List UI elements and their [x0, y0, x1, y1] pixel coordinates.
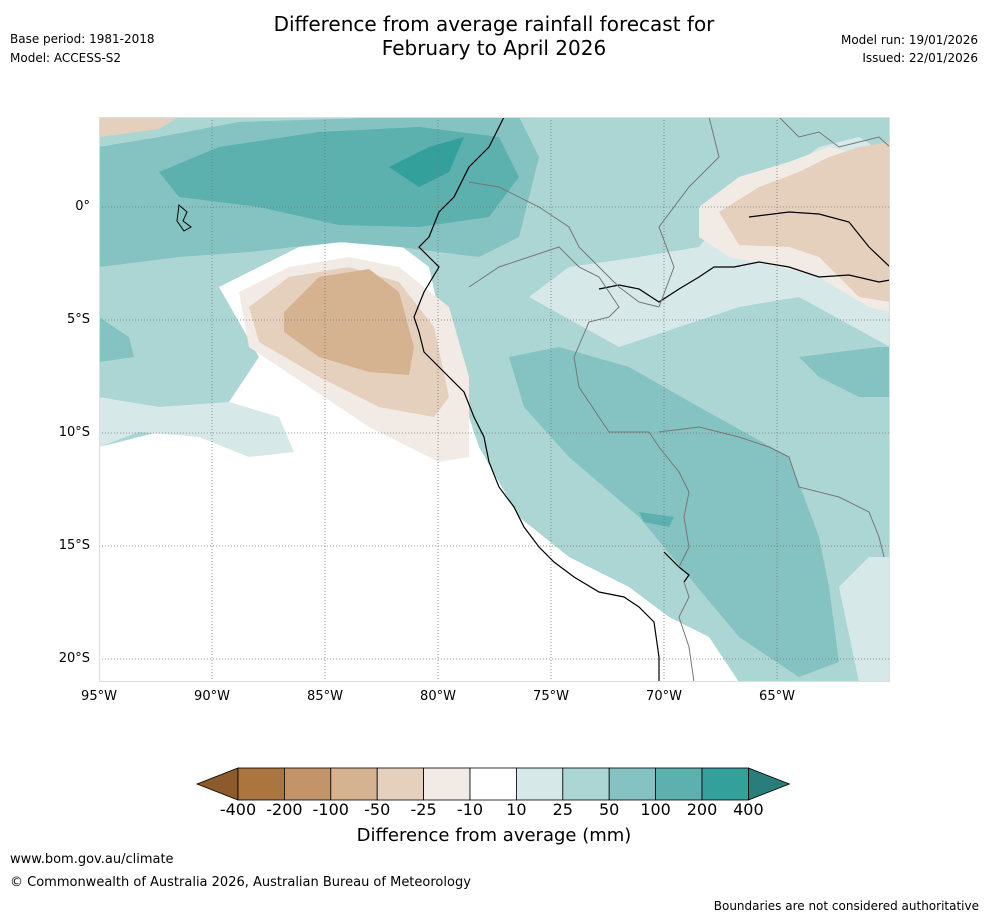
colorbar-tick-label: -200: [266, 800, 303, 819]
issued-label: Issued: 22/01/2026: [862, 51, 978, 65]
copyright-notice: © Commonwealth of Australia 2026, Austra…: [10, 875, 471, 890]
map-frame: [99, 117, 890, 682]
colorbar-tick-label: 25: [552, 800, 573, 819]
dry-region-northwest: [99, 117, 179, 137]
lat-label-5s: 5°S: [66, 312, 90, 327]
lon-label-80w: 80°W: [420, 689, 456, 704]
colorbar-tick-label: 50: [599, 800, 620, 819]
lon-label-90w: 90°W: [194, 689, 230, 704]
dry-region-northeast-core: [719, 142, 890, 302]
model-label: Model: ACCESS-S2: [10, 51, 122, 65]
light-wet-southeast: [839, 557, 890, 682]
wet-patch-amazon: [574, 357, 644, 407]
lon-label-75w: 75°W: [533, 689, 569, 704]
wet-max-andes: [639, 512, 674, 527]
coastline: [413, 117, 660, 682]
colorbar-tick-label: -100: [312, 800, 349, 819]
colorbar-tick-label: -25: [410, 800, 437, 819]
colorbar-tick-label: -400: [219, 800, 257, 819]
base-period-label: Base period: 1981-2018: [10, 32, 155, 46]
lake-titicaca: [663, 551, 690, 583]
colorbar-tick-label: 100: [640, 800, 671, 819]
website-url: www.bom.gov.au/climate: [10, 852, 174, 867]
lon-label-65w: 65°W: [759, 689, 795, 704]
title-line-2: February to April 2026: [381, 36, 607, 60]
lon-label-70w: 70°W: [646, 689, 682, 704]
colorbar-title: Difference from average (mm): [356, 825, 632, 846]
colorbar-tick-label: -50: [364, 800, 391, 819]
colorbar-tick-label: 400: [733, 800, 764, 819]
colorbar-segment: [284, 767, 332, 801]
lat-label-20s: 20°S: [58, 651, 90, 666]
colorbar-segment: [655, 767, 703, 801]
boundaries-disclaimer: Boundaries are not considered authoritat…: [713, 899, 979, 913]
wet-patch-west-edge: [99, 317, 134, 362]
colorbar-segment: [608, 767, 657, 801]
colorbar-segment: [562, 767, 610, 801]
colorbar-segment: [330, 767, 378, 801]
colorbar-segment: [423, 767, 471, 801]
galapagos-islands: [176, 204, 192, 232]
light-wet-band: [99, 397, 294, 457]
map-title: Difference from average rainfall forecas…: [0, 12, 988, 60]
colorbar-segment: [701, 767, 749, 801]
rainfall-map: [99, 117, 890, 682]
lat-label-0: 0°: [75, 199, 90, 214]
lat-label-10s: 10°S: [58, 425, 90, 440]
dry-region-offshore-peru-core: [284, 269, 414, 375]
model-run-label: Model run: 19/01/2026: [840, 33, 978, 47]
colorbar: [195, 767, 791, 801]
wet-max-north-pacific: [389, 137, 464, 187]
colorbar-extension-high: [748, 767, 791, 801]
graticule: [99, 117, 890, 682]
colorbar-segment: [237, 767, 285, 801]
colorbar-tick-label: 200: [686, 800, 718, 819]
country-borders: [468, 117, 890, 682]
wet-band-amazon: [799, 347, 890, 397]
colorbar-tick-label: 10: [506, 800, 527, 819]
colorbar-extension-low: [195, 767, 239, 801]
lon-label-95w: 95°W: [81, 689, 117, 704]
lat-label-15s: 15°S: [58, 538, 90, 553]
amazon-river: [598, 261, 890, 303]
colorbar-segment: [376, 767, 424, 801]
colorbar-tick-label: -10: [456, 800, 484, 819]
rio-negro: [748, 211, 890, 268]
colorbar-segment: [515, 767, 564, 801]
colorbar-segment: [469, 767, 517, 801]
lon-label-85w: 85°W: [307, 689, 343, 704]
title-line-1: Difference from average rainfall forecas…: [273, 12, 715, 36]
wet-band-andes: [509, 347, 839, 677]
